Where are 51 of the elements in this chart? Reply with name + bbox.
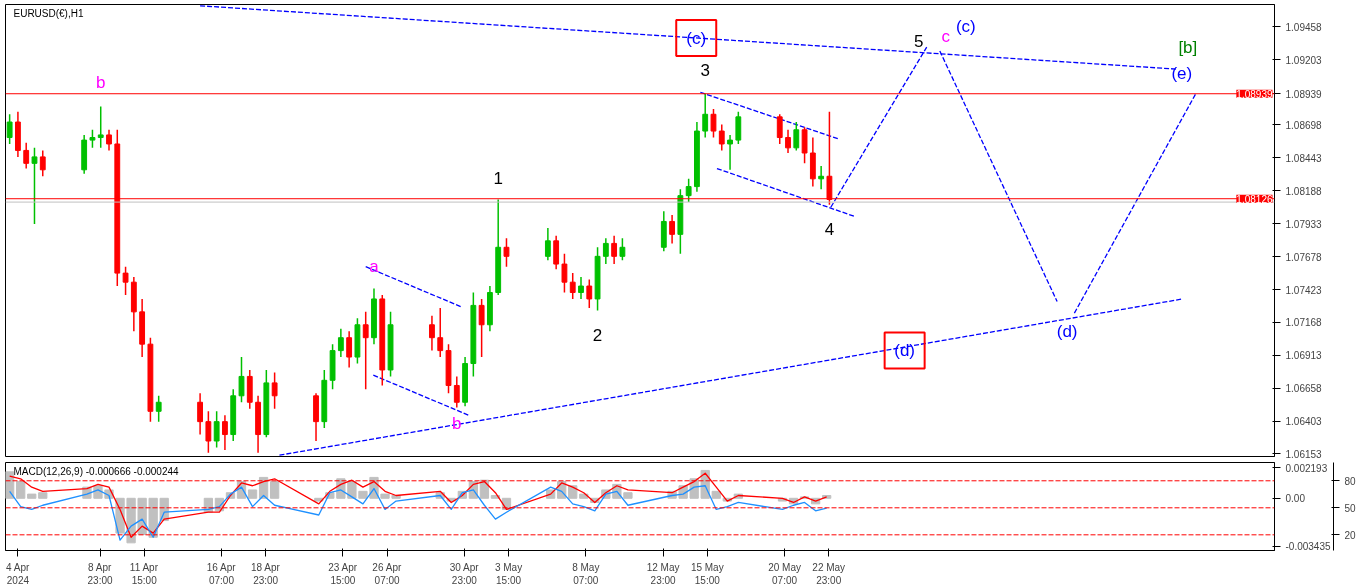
annotation: 5 [913, 32, 924, 52]
x-tick-label: 22 May 23:00 [812, 561, 846, 586]
y-tick-label: 1.08939 [1285, 88, 1323, 100]
x-tick-label: 12 May 23:00 [646, 561, 680, 586]
x-tick-label: 18 Apr 23:00 [250, 561, 281, 586]
y-tick-label: 1.08443 [1285, 152, 1323, 164]
y2-tick-label: 80 [1344, 475, 1357, 487]
y-tick-label: 0.00 [1285, 493, 1306, 505]
x-tick-label: 16 Apr 07:00 [206, 561, 237, 586]
x-tick-label: 11 Apr 15:00 [129, 561, 159, 586]
annotation: (d) [1056, 322, 1078, 342]
y-tick-label: 1.07423 [1285, 284, 1323, 296]
x-tick-label: 3 May 15:00 [494, 561, 523, 586]
x-tick-label: 20 May 07:00 [768, 561, 801, 586]
x-tick-label: 15 May 15:00 [690, 561, 724, 586]
annotation: a [369, 257, 380, 277]
y-tick-label: 1.06913 [1285, 350, 1323, 362]
annotation: b [96, 73, 106, 93]
y-tick-label: 1.06658 [1285, 383, 1323, 395]
y-tick-label: 1.09203 [1285, 54, 1323, 66]
annotation: (c) [955, 17, 976, 37]
y2-tick-label: 50 [1344, 502, 1357, 514]
x-tick-label: 4 Apr 2024 [5, 561, 30, 586]
ref-line-label: 1.08939 [1236, 88, 1273, 100]
annotation: 3 [700, 60, 710, 80]
y2-tick-label: 20 [1344, 529, 1357, 541]
x-tick-label: 23 Apr 15:00 [328, 561, 358, 586]
y-tick-label: 1.06153 [1285, 448, 1323, 460]
annotation: [b] [1178, 38, 1198, 58]
annotation: 2 [592, 325, 603, 345]
chart-title: MACD(12,26,9) -0.000666 -0.000244 [13, 465, 180, 477]
y-tick-label: 0.002193 [1285, 462, 1328, 474]
annotation: 1 [493, 168, 503, 188]
y-tick-label: 1.07933 [1285, 218, 1323, 230]
ref-line-label: 1.08126 [1236, 193, 1273, 205]
y-tick-label: 1.09458 [1285, 21, 1323, 33]
chart-title: EURUSD(€),H1 [13, 7, 84, 19]
y-tick-label: 1.08188 [1285, 185, 1323, 197]
x-tick-label: 8 Apr 23:00 [87, 561, 113, 586]
y-tick-label: 1.07168 [1285, 317, 1323, 329]
annotation: c [941, 27, 951, 47]
y-tick-label: -0.003435 [1285, 541, 1331, 553]
annotation: (e) [1171, 64, 1193, 84]
y-tick-label: 1.07678 [1285, 251, 1323, 263]
annotation: (d) [894, 341, 916, 361]
x-tick-label: 26 Apr 07:00 [372, 561, 402, 586]
y-tick-label: 1.06403 [1285, 416, 1323, 428]
y-tick-label: 1.08698 [1285, 119, 1323, 131]
x-tick-label: 8 May 07:00 [572, 561, 600, 586]
annotation: 4 [824, 219, 835, 239]
x-tick-label: 30 Apr 23:00 [449, 561, 480, 586]
